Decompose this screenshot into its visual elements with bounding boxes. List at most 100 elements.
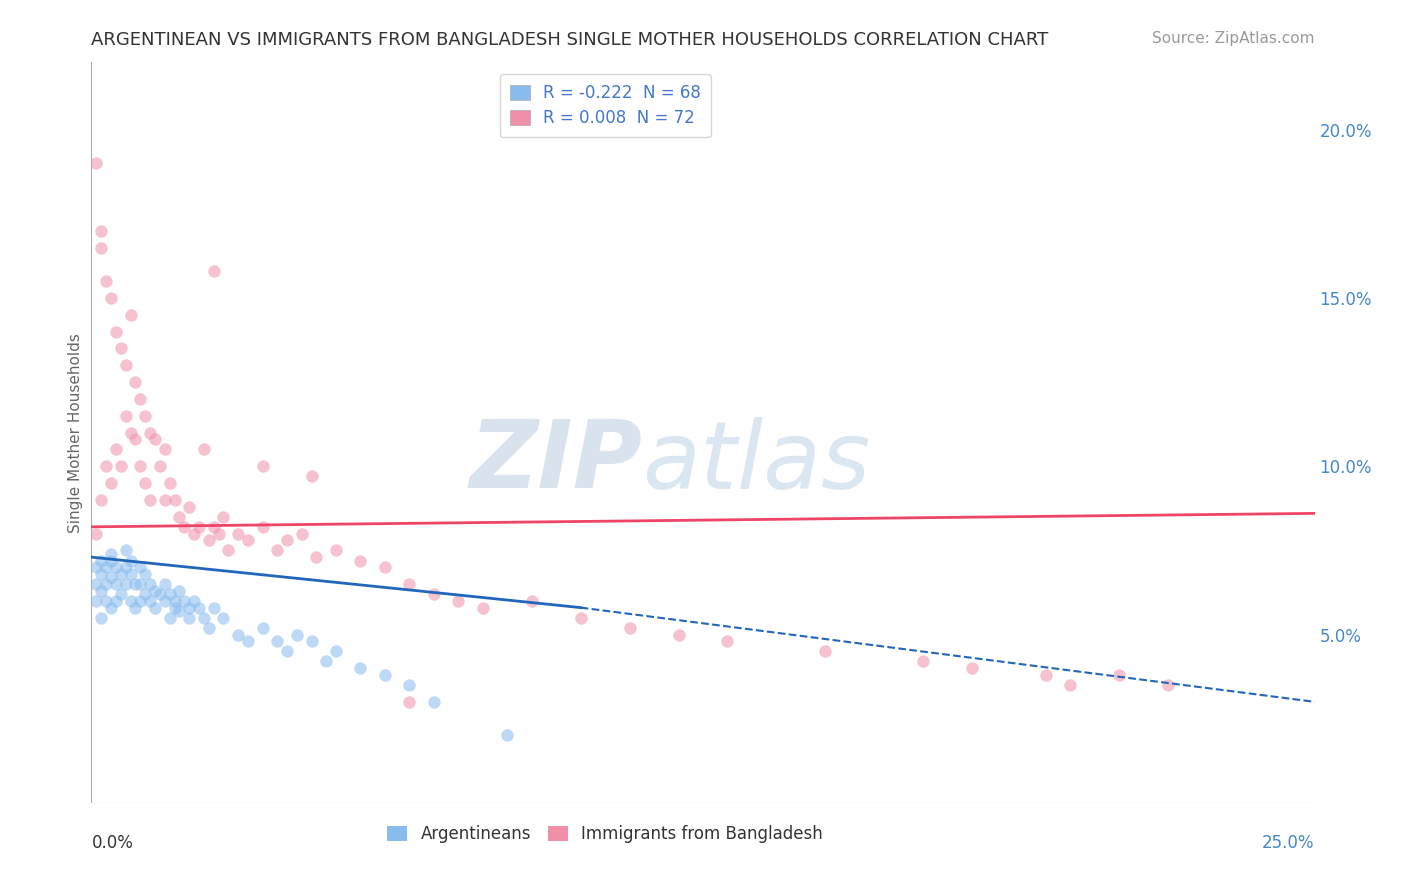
Point bbox=[325, 644, 347, 658]
Point bbox=[169, 604, 191, 618]
Point bbox=[217, 543, 239, 558]
Point bbox=[134, 587, 156, 601]
Point bbox=[198, 621, 221, 635]
Point bbox=[159, 610, 181, 624]
Point bbox=[114, 359, 136, 373]
Point bbox=[912, 655, 935, 669]
Point bbox=[716, 634, 738, 648]
Point bbox=[153, 594, 176, 608]
Point bbox=[276, 644, 298, 658]
Point bbox=[114, 560, 136, 574]
Point bbox=[212, 610, 235, 624]
Point bbox=[94, 274, 117, 288]
Point bbox=[84, 526, 107, 541]
Point bbox=[94, 577, 117, 591]
Point bbox=[236, 634, 259, 648]
Point bbox=[153, 442, 176, 457]
Point bbox=[569, 610, 592, 624]
Point bbox=[120, 425, 142, 440]
Point bbox=[173, 594, 195, 608]
Point bbox=[183, 526, 205, 541]
Point bbox=[301, 469, 323, 483]
Point bbox=[143, 433, 166, 447]
Point bbox=[173, 520, 195, 534]
Point bbox=[134, 476, 156, 491]
Point bbox=[619, 621, 641, 635]
Point bbox=[423, 695, 446, 709]
Point bbox=[129, 459, 152, 474]
Point bbox=[374, 668, 396, 682]
Point bbox=[266, 634, 288, 648]
Point bbox=[100, 476, 122, 491]
Point bbox=[153, 577, 176, 591]
Point bbox=[143, 583, 166, 598]
Point bbox=[398, 678, 420, 692]
Point bbox=[198, 533, 221, 548]
Point bbox=[447, 594, 470, 608]
Point bbox=[814, 644, 837, 658]
Point bbox=[169, 509, 191, 524]
Point bbox=[124, 375, 146, 389]
Point bbox=[668, 627, 690, 641]
Point bbox=[520, 594, 543, 608]
Text: atlas: atlas bbox=[643, 417, 870, 508]
Point bbox=[84, 594, 107, 608]
Point bbox=[129, 392, 152, 406]
Point bbox=[124, 577, 146, 591]
Point bbox=[179, 610, 201, 624]
Point bbox=[110, 459, 132, 474]
Text: 25.0%: 25.0% bbox=[1263, 834, 1315, 852]
Point bbox=[496, 729, 519, 743]
Point bbox=[100, 553, 122, 567]
Point bbox=[110, 587, 132, 601]
Point bbox=[398, 695, 420, 709]
Point bbox=[423, 587, 446, 601]
Point bbox=[325, 543, 347, 558]
Point bbox=[90, 610, 112, 624]
Point bbox=[94, 459, 117, 474]
Point bbox=[1108, 668, 1130, 682]
Point bbox=[120, 566, 142, 581]
Point bbox=[193, 610, 215, 624]
Point bbox=[398, 577, 420, 591]
Point bbox=[252, 459, 274, 474]
Point bbox=[169, 583, 191, 598]
Point bbox=[163, 594, 186, 608]
Point bbox=[90, 553, 112, 567]
Point bbox=[120, 594, 142, 608]
Point bbox=[276, 533, 298, 548]
Point bbox=[120, 553, 142, 567]
Point bbox=[134, 409, 156, 423]
Point bbox=[202, 264, 225, 278]
Point bbox=[1059, 678, 1081, 692]
Point bbox=[143, 600, 166, 615]
Point bbox=[139, 492, 162, 507]
Point bbox=[252, 621, 274, 635]
Point bbox=[100, 570, 122, 584]
Point bbox=[104, 560, 127, 574]
Point bbox=[84, 560, 107, 574]
Point bbox=[114, 543, 136, 558]
Point bbox=[110, 566, 132, 581]
Point bbox=[149, 459, 172, 474]
Point bbox=[349, 553, 371, 567]
Text: 0.0%: 0.0% bbox=[91, 834, 134, 852]
Legend: Argentineans, Immigrants from Bangladesh: Argentineans, Immigrants from Bangladesh bbox=[381, 819, 830, 850]
Point bbox=[183, 594, 205, 608]
Point bbox=[129, 560, 152, 574]
Point bbox=[305, 550, 328, 565]
Point bbox=[153, 492, 176, 507]
Point bbox=[159, 476, 181, 491]
Point bbox=[139, 425, 162, 440]
Point bbox=[84, 577, 107, 591]
Point bbox=[124, 600, 146, 615]
Point bbox=[179, 500, 201, 514]
Point bbox=[129, 594, 152, 608]
Point bbox=[94, 560, 117, 574]
Point bbox=[193, 442, 215, 457]
Point bbox=[285, 627, 308, 641]
Point bbox=[90, 240, 112, 255]
Point bbox=[349, 661, 371, 675]
Point bbox=[114, 409, 136, 423]
Point bbox=[139, 577, 162, 591]
